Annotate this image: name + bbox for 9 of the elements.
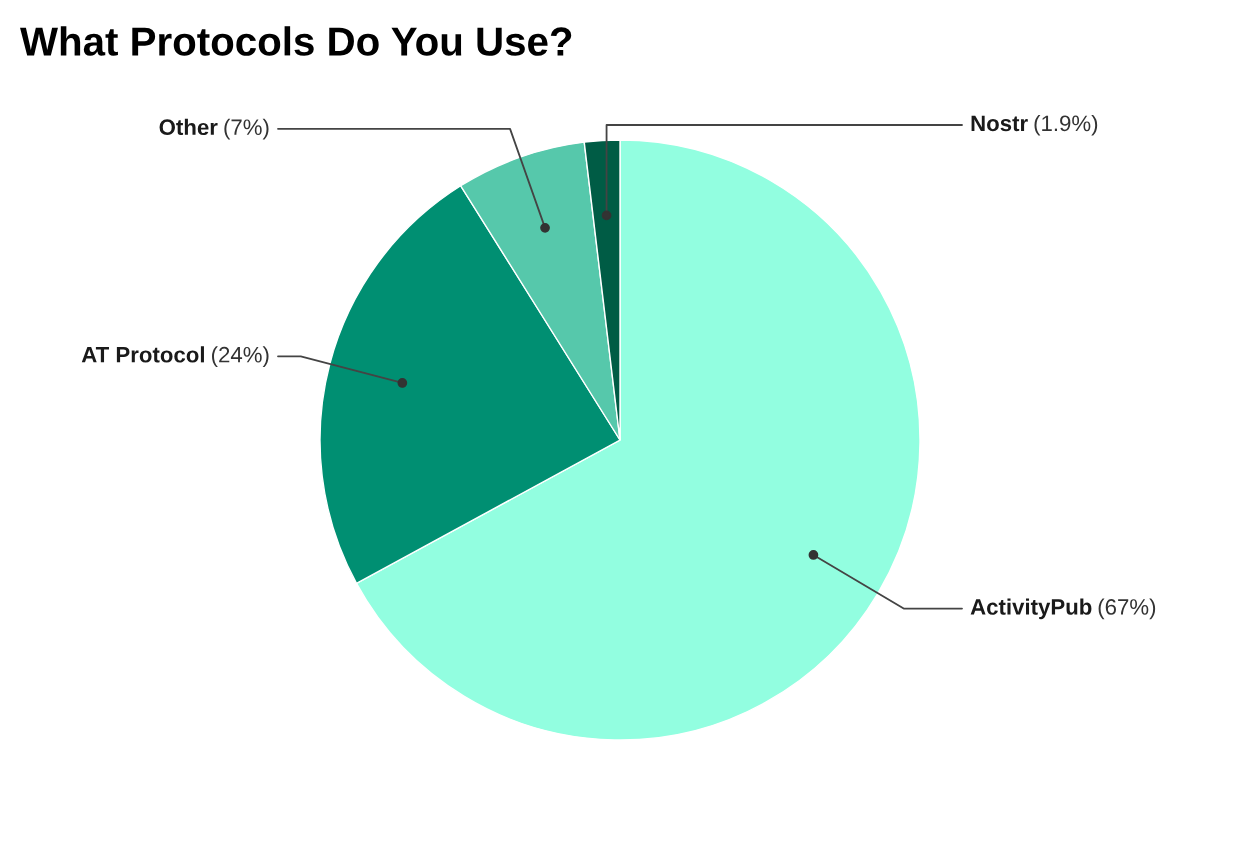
chart-title: What Protocols Do You Use? <box>20 26 572 56</box>
slice-label: AT Protocol <box>81 346 204 363</box>
data-label: (67%) <box>1098 598 1156 620</box>
slice-label: ActivityPub <box>970 598 1092 620</box>
data-label: (24%) <box>212 346 269 367</box>
data-label: (1.9%) <box>1034 114 1098 136</box>
data-label: (7%) <box>224 118 269 140</box>
slice-label: Other <box>159 118 218 136</box>
slice-label: Nostr <box>971 115 1028 132</box>
